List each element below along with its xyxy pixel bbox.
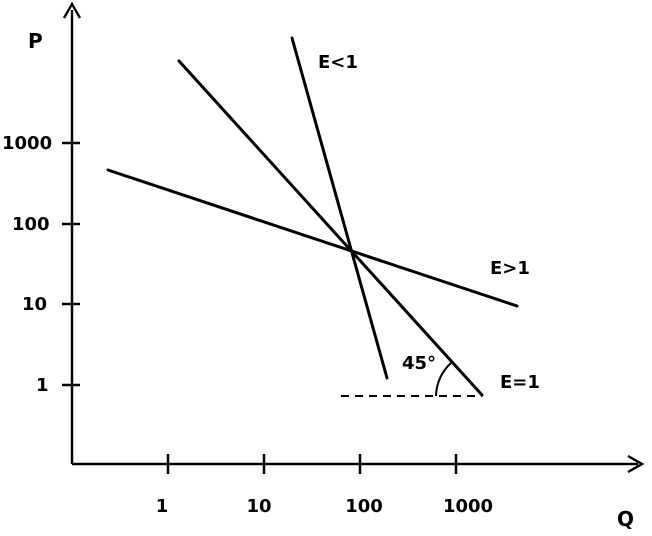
x-tick-label-1: 1 bbox=[156, 496, 169, 517]
angle-label: 45° bbox=[402, 353, 436, 374]
y-tick-label-100: 100 bbox=[12, 214, 50, 235]
curve-e-equal-1 bbox=[177, 59, 484, 397]
y-axis-label: P bbox=[28, 29, 43, 53]
x-axis-arrow bbox=[627, 454, 645, 474]
y-tick-label-10: 10 bbox=[22, 294, 47, 315]
label-e-less-than-1: E<1 bbox=[318, 52, 358, 73]
curves bbox=[106, 36, 519, 397]
axes bbox=[62, 1, 645, 474]
y-tick-label-1000: 1000 bbox=[2, 133, 52, 154]
angle-arc bbox=[435, 362, 452, 397]
x-tick-label-10: 10 bbox=[246, 496, 271, 517]
label-e-equal-1: E=1 bbox=[500, 372, 540, 393]
x-tick-label-1000: 1000 bbox=[443, 496, 493, 517]
y-tick-label-1: 1 bbox=[36, 375, 49, 396]
y-ticks bbox=[62, 141, 80, 387]
x-tick-label-100: 100 bbox=[345, 496, 383, 517]
label-e-greater-than-1: E>1 bbox=[490, 258, 530, 279]
x-axis-label: Q bbox=[617, 507, 634, 531]
y-axis-arrow bbox=[62, 1, 82, 19]
x-ticks bbox=[166, 454, 458, 474]
curve-e-less-than-1 bbox=[290, 36, 389, 380]
curve-e-greater-than-1 bbox=[106, 168, 519, 308]
